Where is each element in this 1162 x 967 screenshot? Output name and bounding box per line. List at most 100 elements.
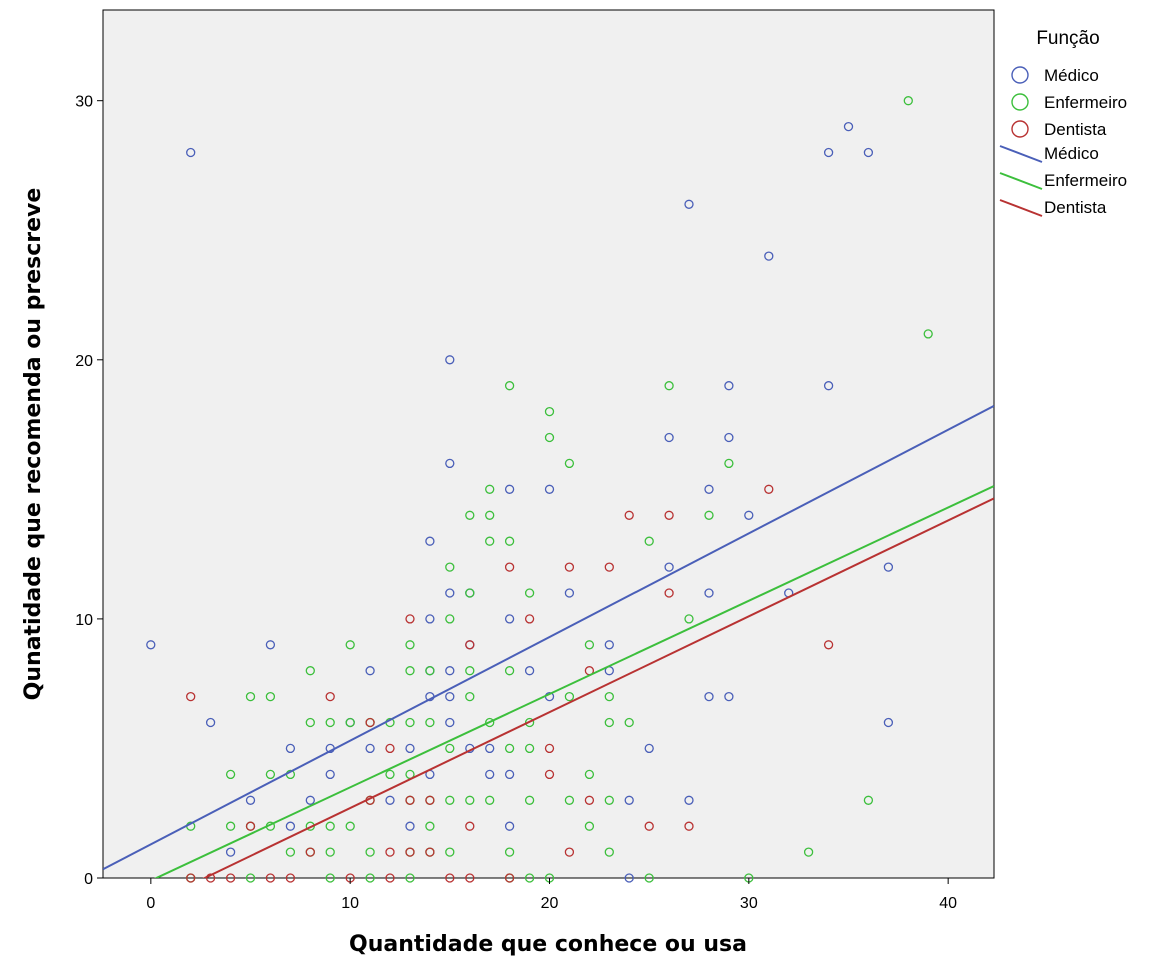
y-axis-title: Qunatidade que recomenda ou prescreve (21, 188, 46, 701)
point-médico-40 (564, 588, 575, 598)
point-dentista-12 (385, 743, 395, 754)
point-médico-57 (764, 251, 774, 261)
point-médico-53 (724, 381, 734, 391)
point-enfermeiro-50 (465, 795, 475, 805)
point-enfermeiro-91 (923, 329, 933, 339)
legend-title: Função (1036, 28, 1099, 49)
axes-layer: 0 10 20 30 40 0 10 20 30 (75, 94, 957, 912)
point-enfermeiro-52 (485, 510, 495, 520)
point-enfermeiro-13 (305, 717, 315, 728)
point-enfermeiro-66 (524, 873, 535, 883)
point-médico-54 (724, 432, 734, 443)
point-dentista-7 (305, 847, 315, 857)
point-enfermeiro-49 (465, 691, 475, 702)
point-médico-3 (225, 847, 236, 857)
point-enfermeiro-22 (345, 821, 355, 831)
legend-line-dentista (999, 199, 1043, 217)
point-enfermeiro-88 (803, 847, 814, 857)
point-médico-46 (664, 562, 674, 572)
point-enfermeiro-80 (624, 717, 634, 728)
point-dentista-15 (405, 614, 415, 624)
point-médico-5 (265, 640, 276, 650)
point-médico-63 (883, 562, 894, 572)
point-enfermeiro-19 (325, 873, 335, 883)
x-tick-label-0: 0 (146, 895, 155, 912)
point-enfermeiro-31 (405, 717, 415, 728)
x-tick-label-40: 40 (939, 895, 957, 912)
legend: Função Médico Enfermeiro Dentista Médico Enfe… (999, 28, 1127, 217)
point-dentista-17 (405, 847, 415, 857)
point-médico-12 (365, 666, 375, 676)
point-médico-16 (405, 743, 415, 754)
point-médico-44 (624, 873, 634, 883)
point-dentista-4 (245, 821, 256, 831)
point-enfermeiro-74 (584, 769, 595, 780)
point-médico-49 (684, 795, 694, 805)
point-enfermeiro-63 (524, 717, 535, 728)
point-dentista-21 (465, 640, 475, 650)
point-enfermeiro-51 (485, 484, 495, 494)
point-dentista-38 (684, 821, 694, 831)
point-enfermeiro-4 (245, 691, 256, 702)
point-médico-59 (823, 147, 834, 158)
point-enfermeiro-58 (504, 666, 515, 676)
point-enfermeiro-90 (903, 96, 913, 106)
point-dentista-30 (564, 847, 575, 857)
point-médico-55 (724, 691, 734, 702)
point-dentista-32 (584, 795, 595, 805)
point-enfermeiro-78 (604, 795, 614, 805)
point-dentista-0 (186, 691, 196, 702)
x-tick-label-30: 30 (740, 895, 758, 912)
point-médico-51 (704, 588, 714, 598)
point-médico-4 (245, 795, 256, 805)
point-enfermeiro-62 (524, 588, 535, 598)
point-dentista-14 (385, 873, 395, 883)
point-enfermeiro-77 (604, 717, 614, 728)
point-enfermeiro-89 (863, 795, 874, 805)
x-tick-label-10: 10 (341, 895, 359, 912)
point-enfermeiro-75 (584, 821, 595, 831)
point-dentista-39 (764, 484, 774, 494)
legend-label-marker-dentista: Dentista (1044, 120, 1107, 139)
point-enfermeiro-83 (664, 381, 674, 391)
point-médico-43 (624, 795, 634, 805)
point-enfermeiro-45 (445, 847, 455, 857)
point-médico-17 (425, 536, 435, 546)
point-dentista-6 (285, 873, 296, 883)
legend-marker-enfermeiro (1011, 93, 1029, 111)
point-dentista-16 (405, 795, 415, 805)
legend-marker-médico (1011, 66, 1029, 84)
point-enfermeiro-59 (504, 743, 515, 754)
legend-line-enfermeiro (999, 172, 1043, 190)
point-enfermeiro-76 (604, 691, 614, 702)
point-médico-26 (445, 717, 455, 728)
fit-line-dentista (202, 497, 994, 878)
point-enfermeiro-39 (425, 821, 435, 831)
point-enfermeiro-7 (265, 691, 276, 702)
point-enfermeiro-85 (704, 510, 714, 520)
point-dentista-33 (604, 562, 614, 572)
point-dentista-13 (385, 847, 395, 857)
point-enfermeiro-26 (365, 873, 375, 883)
point-enfermeiro-43 (445, 743, 455, 754)
point-dentista-34 (624, 510, 634, 520)
point-médico-64 (883, 717, 894, 728)
point-médico-32 (485, 769, 495, 780)
point-médico-62 (863, 147, 874, 158)
point-enfermeiro-42 (445, 614, 455, 624)
point-enfermeiro-21 (345, 717, 355, 728)
point-enfermeiro-48 (465, 666, 475, 676)
point-médico-22 (445, 355, 455, 365)
point-médico-37 (524, 666, 535, 676)
point-enfermeiro-84 (684, 614, 694, 624)
y-tick-label-10: 10 (75, 612, 93, 629)
point-enfermeiro-73 (584, 640, 595, 650)
point-enfermeiro-72 (564, 795, 575, 805)
point-médico-14 (385, 795, 395, 805)
point-médico-31 (485, 743, 495, 754)
point-enfermeiro-28 (385, 769, 395, 780)
point-dentista-1 (186, 873, 196, 883)
point-médico-1 (186, 147, 196, 158)
point-enfermeiro-57 (504, 536, 515, 546)
